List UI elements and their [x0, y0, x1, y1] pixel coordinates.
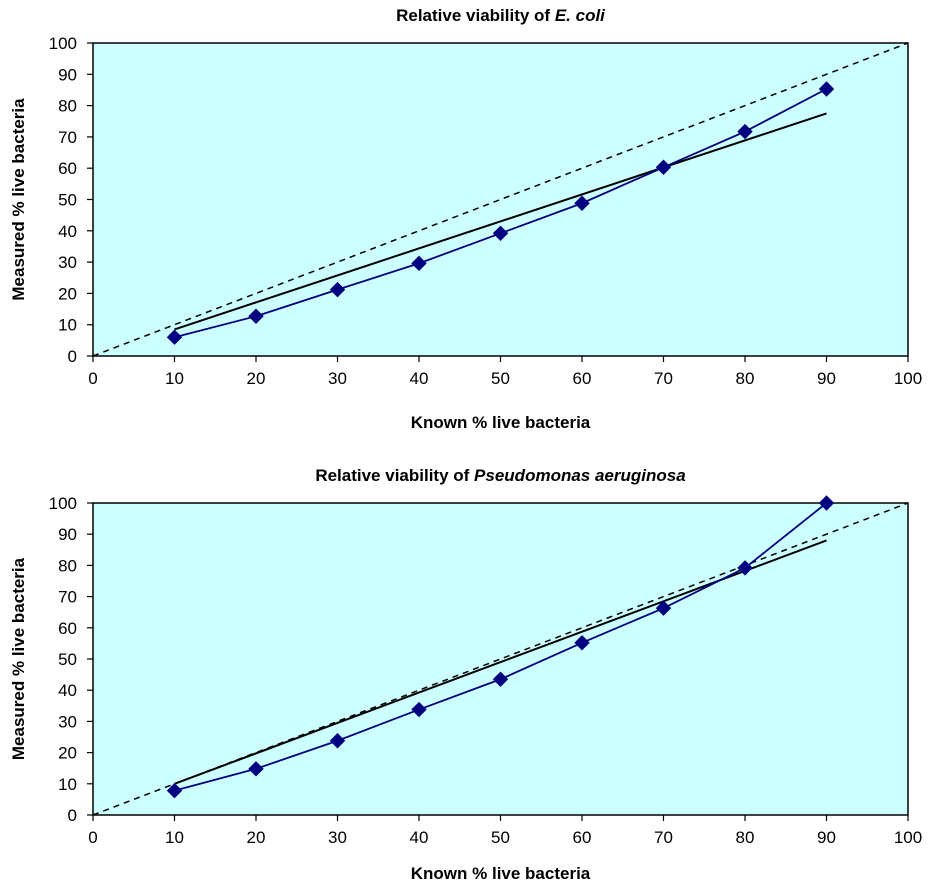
data-point [818, 81, 835, 97]
data-point [248, 761, 264, 777]
data-point [411, 701, 427, 718]
chart-2: Relative viability of Pseudomonas aerugi… [9, 466, 922, 883]
chart-title: Relative viability of E. coli [396, 6, 606, 25]
x-axis-label: Known % live bacteria [411, 413, 591, 432]
y-tick-label: 20 [58, 284, 77, 303]
y-tick-label: 40 [58, 681, 77, 700]
data-point [166, 782, 183, 799]
y-tick-label: 90 [58, 65, 77, 84]
y-tick-label: 80 [58, 97, 77, 116]
x-tick-label: 70 [654, 828, 673, 847]
data-point [737, 560, 753, 576]
y-tick-label: 0 [68, 806, 77, 825]
x-tick-label: 20 [247, 369, 266, 388]
y-tick-label: 10 [58, 316, 77, 335]
chart-title: Relative viability of Pseudomonas aerugi… [315, 466, 685, 485]
y-tick-label: 30 [58, 253, 77, 272]
x-tick-label: 10 [165, 369, 184, 388]
x-tick-label: 40 [410, 369, 429, 388]
data-point [411, 255, 427, 272]
x-tick-label: 50 [491, 828, 510, 847]
y-axis-label: Measured % live bacteria [9, 98, 28, 301]
y-tick-label: 100 [49, 494, 77, 513]
x-tick-label: 0 [88, 828, 97, 847]
x-tick-label: 80 [736, 369, 755, 388]
y-tick-label: 50 [58, 650, 77, 669]
x-tick-label: 80 [736, 828, 755, 847]
y-tick-label: 60 [58, 619, 77, 638]
data-point [248, 308, 264, 324]
y-tick-label: 50 [58, 191, 77, 210]
x-tick-label: 50 [491, 369, 510, 388]
y-tick-label: 100 [49, 34, 77, 53]
x-tick-label: 100 [894, 828, 922, 847]
x-tick-label: 20 [247, 828, 266, 847]
data-point [574, 195, 590, 211]
chart-title-italic: Pseudomonas aeruginosa [474, 466, 686, 485]
x-tick-label: 40 [410, 828, 429, 847]
y-tick-label: 40 [58, 222, 77, 241]
y-tick-label: 60 [58, 159, 77, 178]
chart-title-prefix: Relative viability of [315, 466, 474, 485]
x-tick-label: 90 [817, 369, 836, 388]
y-tick-label: 0 [68, 347, 77, 366]
y-tick-label: 90 [58, 525, 77, 544]
x-tick-label: 60 [573, 369, 592, 388]
data-point [655, 159, 672, 175]
data-point [492, 225, 509, 242]
y-axis-label: Measured % live bacteria [9, 557, 28, 760]
y-tick-label: 70 [58, 588, 77, 607]
data-point [329, 733, 346, 749]
data-point [329, 281, 346, 298]
x-tick-label: 60 [573, 828, 592, 847]
x-tick-label: 70 [654, 369, 673, 388]
data-point [737, 123, 753, 140]
chart-title-prefix: Relative viability of [396, 6, 555, 25]
x-tick-label: 100 [894, 369, 922, 388]
x-tick-label: 10 [165, 828, 184, 847]
trendline [174, 112, 827, 331]
x-axis-label: Known % live bacteria [411, 864, 591, 883]
data-point [818, 495, 835, 511]
y-tick-label: 70 [58, 128, 77, 147]
chart-title-italic: E. coli [555, 6, 606, 25]
y-tick-label: 80 [58, 556, 77, 575]
data-point [166, 329, 183, 345]
y-tick-label: 20 [58, 744, 77, 763]
data-point [655, 600, 672, 616]
data-point [574, 635, 590, 651]
chart-1: Relative viability of E. coli 0 10 20 30 40 50… [9, 6, 922, 432]
data-point [492, 671, 509, 687]
reference-line [92, 42, 909, 357]
y-tick-label: 10 [58, 775, 77, 794]
y-tick-label: 30 [58, 712, 77, 731]
x-tick-label: 90 [817, 828, 836, 847]
x-tick-label: 30 [328, 369, 347, 388]
x-tick-label: 0 [88, 369, 97, 388]
x-tick-label: 30 [328, 828, 347, 847]
